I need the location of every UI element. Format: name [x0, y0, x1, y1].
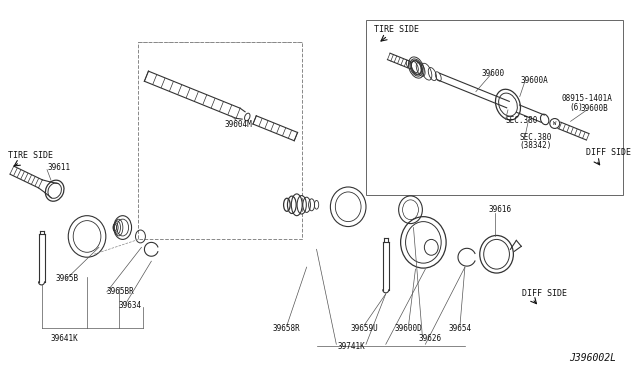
Text: (38342): (38342) — [519, 141, 552, 150]
Text: 39634: 39634 — [118, 301, 142, 310]
Text: 39600A: 39600A — [520, 76, 548, 85]
Text: SEC.380: SEC.380 — [519, 133, 552, 142]
Text: J396002L: J396002L — [569, 353, 616, 363]
Text: TIRE SIDE: TIRE SIDE — [8, 151, 53, 160]
Text: DIFF SIDE: DIFF SIDE — [522, 289, 567, 298]
Text: 39641K: 39641K — [51, 334, 78, 343]
Text: 39654: 39654 — [449, 324, 472, 333]
Text: 39626: 39626 — [419, 334, 442, 343]
Text: (6): (6) — [570, 103, 583, 112]
Text: 3965BR: 3965BR — [107, 287, 134, 296]
Text: SEC.380: SEC.380 — [506, 116, 538, 125]
Text: TIRE SIDE: TIRE SIDE — [374, 25, 419, 34]
Text: 08915-1401A: 08915-1401A — [561, 94, 612, 103]
Text: 39600: 39600 — [481, 70, 504, 78]
Text: 39611: 39611 — [47, 163, 70, 172]
Text: 39659U: 39659U — [350, 324, 378, 333]
Text: 39604M: 39604M — [225, 120, 252, 129]
Text: 39600D: 39600D — [395, 324, 422, 333]
Text: 39741K: 39741K — [337, 342, 365, 351]
Text: 39600B: 39600B — [581, 103, 609, 113]
Text: 39616: 39616 — [489, 205, 512, 214]
Text: DIFF SIDE: DIFF SIDE — [586, 148, 631, 157]
Text: 39658R: 39658R — [273, 324, 301, 333]
Bar — [366, 20, 623, 195]
Text: 3965B: 3965B — [56, 275, 79, 283]
Text: W: W — [553, 121, 556, 126]
Bar — [138, 42, 301, 240]
